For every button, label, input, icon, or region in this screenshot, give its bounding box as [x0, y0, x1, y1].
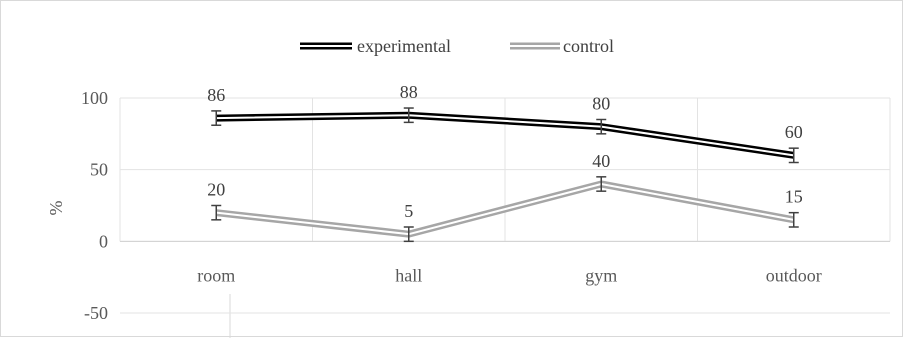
series-control: 20 5 40 15 — [207, 151, 803, 243]
data-label-control-room: 20 — [207, 180, 225, 200]
x-tick-label-outdoor: outdoor — [766, 265, 822, 285]
series-line-inner-experimental — [216, 114, 794, 157]
series-experimental: 86 88 80 60 — [207, 82, 803, 164]
legend-label-experimental: experimental — [357, 36, 451, 56]
y-tick-label-3: -50 — [84, 303, 108, 323]
data-label-control-outdoor: 15 — [785, 187, 803, 207]
y-tick-label-2: 0 — [99, 231, 108, 251]
y-tick-label-1: 50 — [90, 160, 108, 180]
error-bar-control-room — [211, 204, 222, 221]
legend-label-control: control — [563, 36, 614, 56]
series-line-inner-control — [216, 183, 794, 236]
data-label-experimental-hall: 88 — [400, 82, 418, 102]
y-axis-label: % — [46, 201, 66, 216]
data-label-control-gym: 40 — [592, 151, 610, 171]
error-bar-control-gym — [596, 176, 607, 192]
x-axis-labels: room hall gym outdoor — [197, 265, 822, 285]
error-bar-experimental-room — [211, 110, 222, 126]
y-axis-ticks: 100 50 0 -50 — [81, 88, 108, 323]
error-bar-experimental-hall — [403, 107, 414, 124]
x-tick-label-gym: gym — [585, 265, 617, 285]
x-tick-label-room: room — [197, 265, 235, 285]
legend: experimental control — [300, 36, 614, 56]
y-tick-label-0: 100 — [81, 88, 108, 108]
data-label-experimental-outdoor: 60 — [785, 122, 803, 142]
error-bar-experimental-gym — [596, 118, 607, 135]
data-label-experimental-room: 86 — [207, 85, 225, 105]
x-tick-label-hall: hall — [395, 265, 422, 285]
gridlines — [119, 97, 891, 314]
legend-item-experimental: experimental — [300, 36, 451, 56]
data-label-experimental-gym: 80 — [592, 94, 610, 114]
error-bar-experimental-outdoor — [788, 147, 799, 164]
series-layer: 86 88 80 60 20 5 40 15 — [207, 82, 803, 243]
data-label-control-hall: 5 — [404, 201, 413, 221]
legend-item-control: control — [510, 36, 614, 56]
error-bar-control-hall — [403, 226, 414, 243]
error-bar-control-outdoor — [788, 211, 799, 228]
